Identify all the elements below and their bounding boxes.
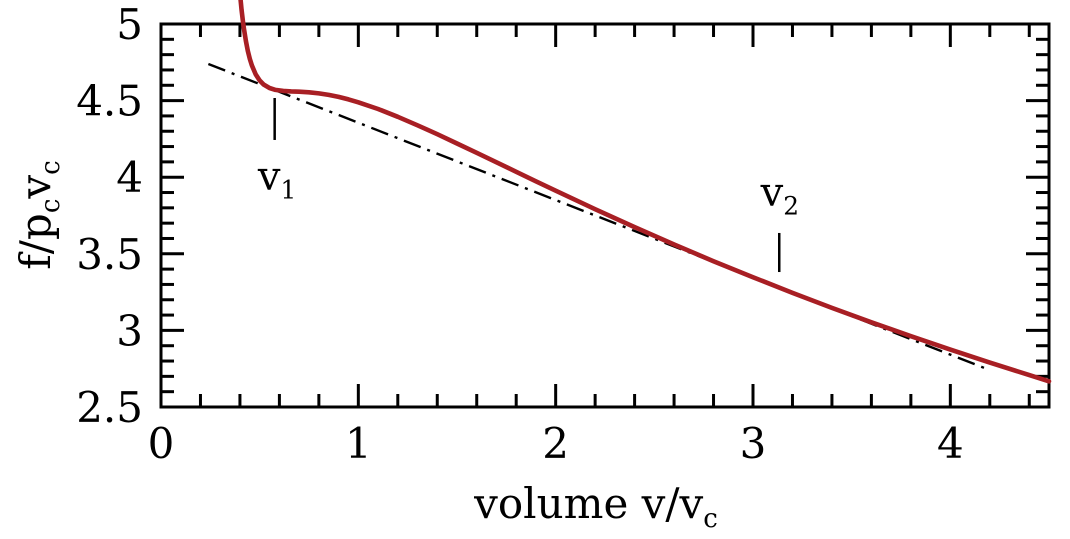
x-axis-title-subscript: c [703,504,718,535]
y-tick-label: 4.5 [76,77,143,126]
free-energy-curve [238,0,1052,384]
v1-label-base: v [257,154,281,201]
x-tick-label: 4 [937,419,964,468]
v2-label-subscript: 2 [783,192,800,222]
y-axis-title-subscript-1: c [36,198,67,214]
x-axis-title-text: volume v/v [474,479,704,528]
y-axis-title-text-1: f/p [11,213,60,270]
x-axis-title: volume v/vc [474,483,718,533]
v2-label: v2 [760,170,799,219]
x-tick-label: 1 [345,419,372,468]
plot-frame [159,22,1051,409]
x-tick-label: 2 [542,419,569,468]
y-tick-label: 3 [116,306,143,355]
v2-label-base: v [760,170,784,217]
v1-label: v1 [257,154,296,203]
x-tick-label: 3 [740,419,767,468]
x-tick-label: 0 [148,419,175,468]
v1-label-subscript: 1 [280,175,297,205]
y-axis-title-text-2: v [11,174,60,199]
y-tick-label: 2.5 [76,383,143,432]
y-axis-title-subscript-2: c [36,160,67,175]
y-axis-title: f/pcvc [11,160,66,270]
y-tick-label: 5 [116,0,143,49]
y-tick-label: 4 [116,153,143,202]
y-tick-label: 3.5 [76,230,143,279]
